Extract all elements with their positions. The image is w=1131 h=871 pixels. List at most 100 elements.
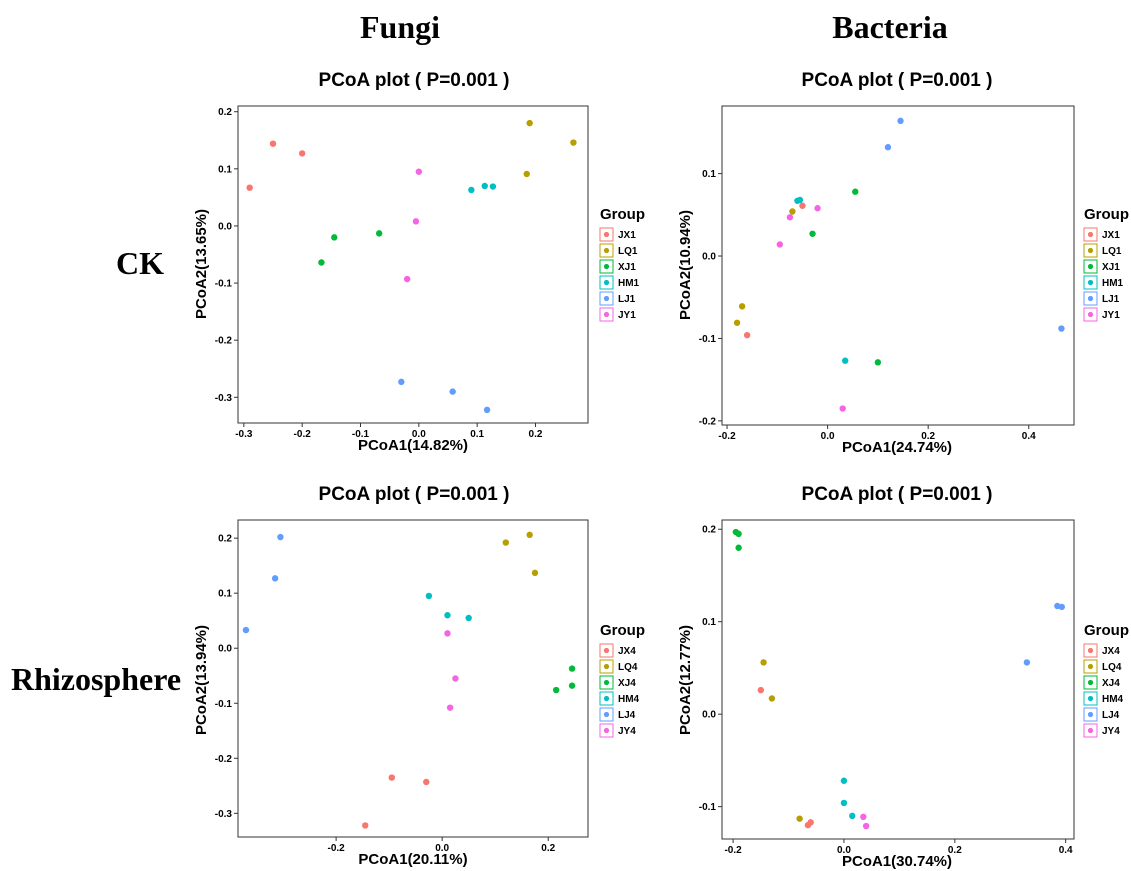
y-tick-label: -0.2	[215, 754, 233, 765]
y-tick-label: 0.0	[702, 710, 716, 721]
point-lq1	[526, 119, 533, 127]
legend-label-lq4: LQ4	[1102, 662, 1122, 673]
point-hm1	[842, 357, 849, 364]
point-xj1	[874, 359, 882, 366]
legend-label-lq1: LQ1	[618, 246, 638, 257]
point-lq4	[760, 659, 767, 666]
x-tick-label: 0.0	[412, 429, 426, 440]
y-axis-label: PCoA2(12.77%)	[677, 625, 694, 735]
legend-label-jy1: JY1	[1102, 310, 1120, 321]
legend-label-hm4: HM4	[618, 694, 640, 705]
legend-label-lq4: LQ4	[618, 662, 638, 673]
legend-key-dot	[1087, 263, 1094, 270]
y-tick-label: 0.1	[218, 164, 232, 175]
point-hm4	[465, 614, 472, 622]
point-hm1	[468, 186, 475, 194]
panel-title: PCoA plot ( P=0.001 )	[802, 70, 993, 91]
plot-frame	[721, 519, 1075, 840]
point-xj1	[809, 230, 816, 237]
legend-key-dot	[603, 231, 610, 238]
legend-key-dot	[603, 263, 610, 270]
legend-key-dot	[1087, 279, 1094, 286]
point-hm1	[489, 183, 497, 190]
point-jy1	[786, 214, 794, 221]
point-lq1	[523, 170, 530, 178]
x-tick-label: 0.2	[529, 429, 543, 440]
x-tick-label: -0.1	[352, 429, 370, 440]
y-tick-label: -0.3	[215, 393, 233, 404]
point-lq1	[733, 319, 741, 326]
point-lj1	[483, 406, 491, 414]
point-jx1	[269, 140, 277, 147]
legend-label-lj1: LJ1	[618, 294, 636, 305]
y-tick-label: -0.1	[699, 334, 717, 345]
legend-key-dot	[1087, 311, 1094, 318]
point-xj4	[568, 665, 576, 672]
y-tick-label: -0.1	[699, 802, 717, 813]
point-xj1	[375, 230, 383, 237]
legend-label-xj1: XJ1	[1102, 262, 1120, 273]
legend-key-dot	[1087, 247, 1094, 254]
point-hm1	[481, 182, 488, 190]
panel-title: PCoA plot ( P=0.001 )	[802, 484, 993, 505]
point-lq4	[531, 569, 539, 577]
legend-label-jy4: JY4	[618, 726, 636, 737]
point-hm4	[840, 777, 848, 784]
legend-key-dot	[603, 679, 610, 686]
point-lj1	[449, 388, 456, 395]
legend-key-dot	[1087, 711, 1094, 718]
point-jy1	[839, 405, 846, 412]
legend-key-dot	[603, 295, 610, 302]
point-jy1	[776, 241, 784, 248]
point-jy1	[403, 275, 411, 283]
y-tick-label: 0.0	[702, 252, 716, 263]
legend-key-dot	[603, 247, 610, 254]
panel-title: PCoA plot ( P=0.001 )	[319, 70, 510, 91]
y-axis-label: PCoA2(10.94%)	[677, 210, 694, 320]
y-axis-label: PCoA2(13.65%)	[193, 209, 210, 319]
legend-label-jy1: JY1	[618, 310, 636, 321]
legend-key-dot	[603, 647, 610, 654]
point-jx1	[298, 150, 306, 157]
column-header-bacteria: Bacteria	[832, 9, 948, 45]
legend-key-dot	[603, 727, 610, 734]
legend-title: Group	[1084, 622, 1129, 639]
legend-label-hm4: HM4	[1102, 694, 1124, 705]
legend-label-hm1: HM1	[1102, 278, 1124, 289]
point-xj4	[568, 682, 576, 689]
y-tick-label: 0.1	[702, 617, 716, 628]
legend-label-lq1: LQ1	[1102, 246, 1122, 257]
y-tick-label: 0.2	[702, 525, 716, 536]
y-tick-label: 0.0	[218, 221, 232, 232]
x-tick-label: -0.2	[294, 429, 312, 440]
point-lj4	[1058, 603, 1066, 611]
legend-key-dot	[603, 311, 610, 318]
point-lq4	[796, 815, 803, 822]
point-xj1	[318, 259, 325, 266]
y-tick-label: 0.0	[218, 644, 232, 655]
x-tick-label: 0.4	[1059, 845, 1073, 856]
y-tick-label: -0.2	[215, 336, 233, 347]
point-jy1	[814, 205, 821, 212]
legend-label-xj1: XJ1	[618, 262, 636, 273]
x-tick-label: 0.0	[435, 843, 449, 854]
x-tick-label: 0.2	[541, 843, 555, 854]
legend-label-lj4: LJ4	[618, 710, 636, 721]
legend-label-jx4: JX4	[1102, 646, 1120, 657]
legend-title: Group	[600, 206, 645, 223]
legend-label-lj1: LJ1	[1102, 294, 1120, 305]
point-lq1	[738, 303, 746, 310]
y-tick-label: -0.1	[215, 699, 233, 710]
legend-key-dot	[1087, 727, 1094, 734]
legend-key-dot	[1087, 295, 1094, 302]
x-tick-label: 0.4	[1022, 431, 1036, 442]
panel-title: PCoA plot ( P=0.001 )	[319, 484, 510, 505]
point-jx4	[362, 822, 369, 829]
point-lj4	[1023, 659, 1031, 666]
point-xj1	[852, 188, 859, 195]
point-jx1	[743, 331, 751, 339]
point-hm4	[840, 799, 848, 807]
point-xj1	[331, 234, 338, 241]
legend-label-xj4: XJ4	[618, 678, 636, 689]
